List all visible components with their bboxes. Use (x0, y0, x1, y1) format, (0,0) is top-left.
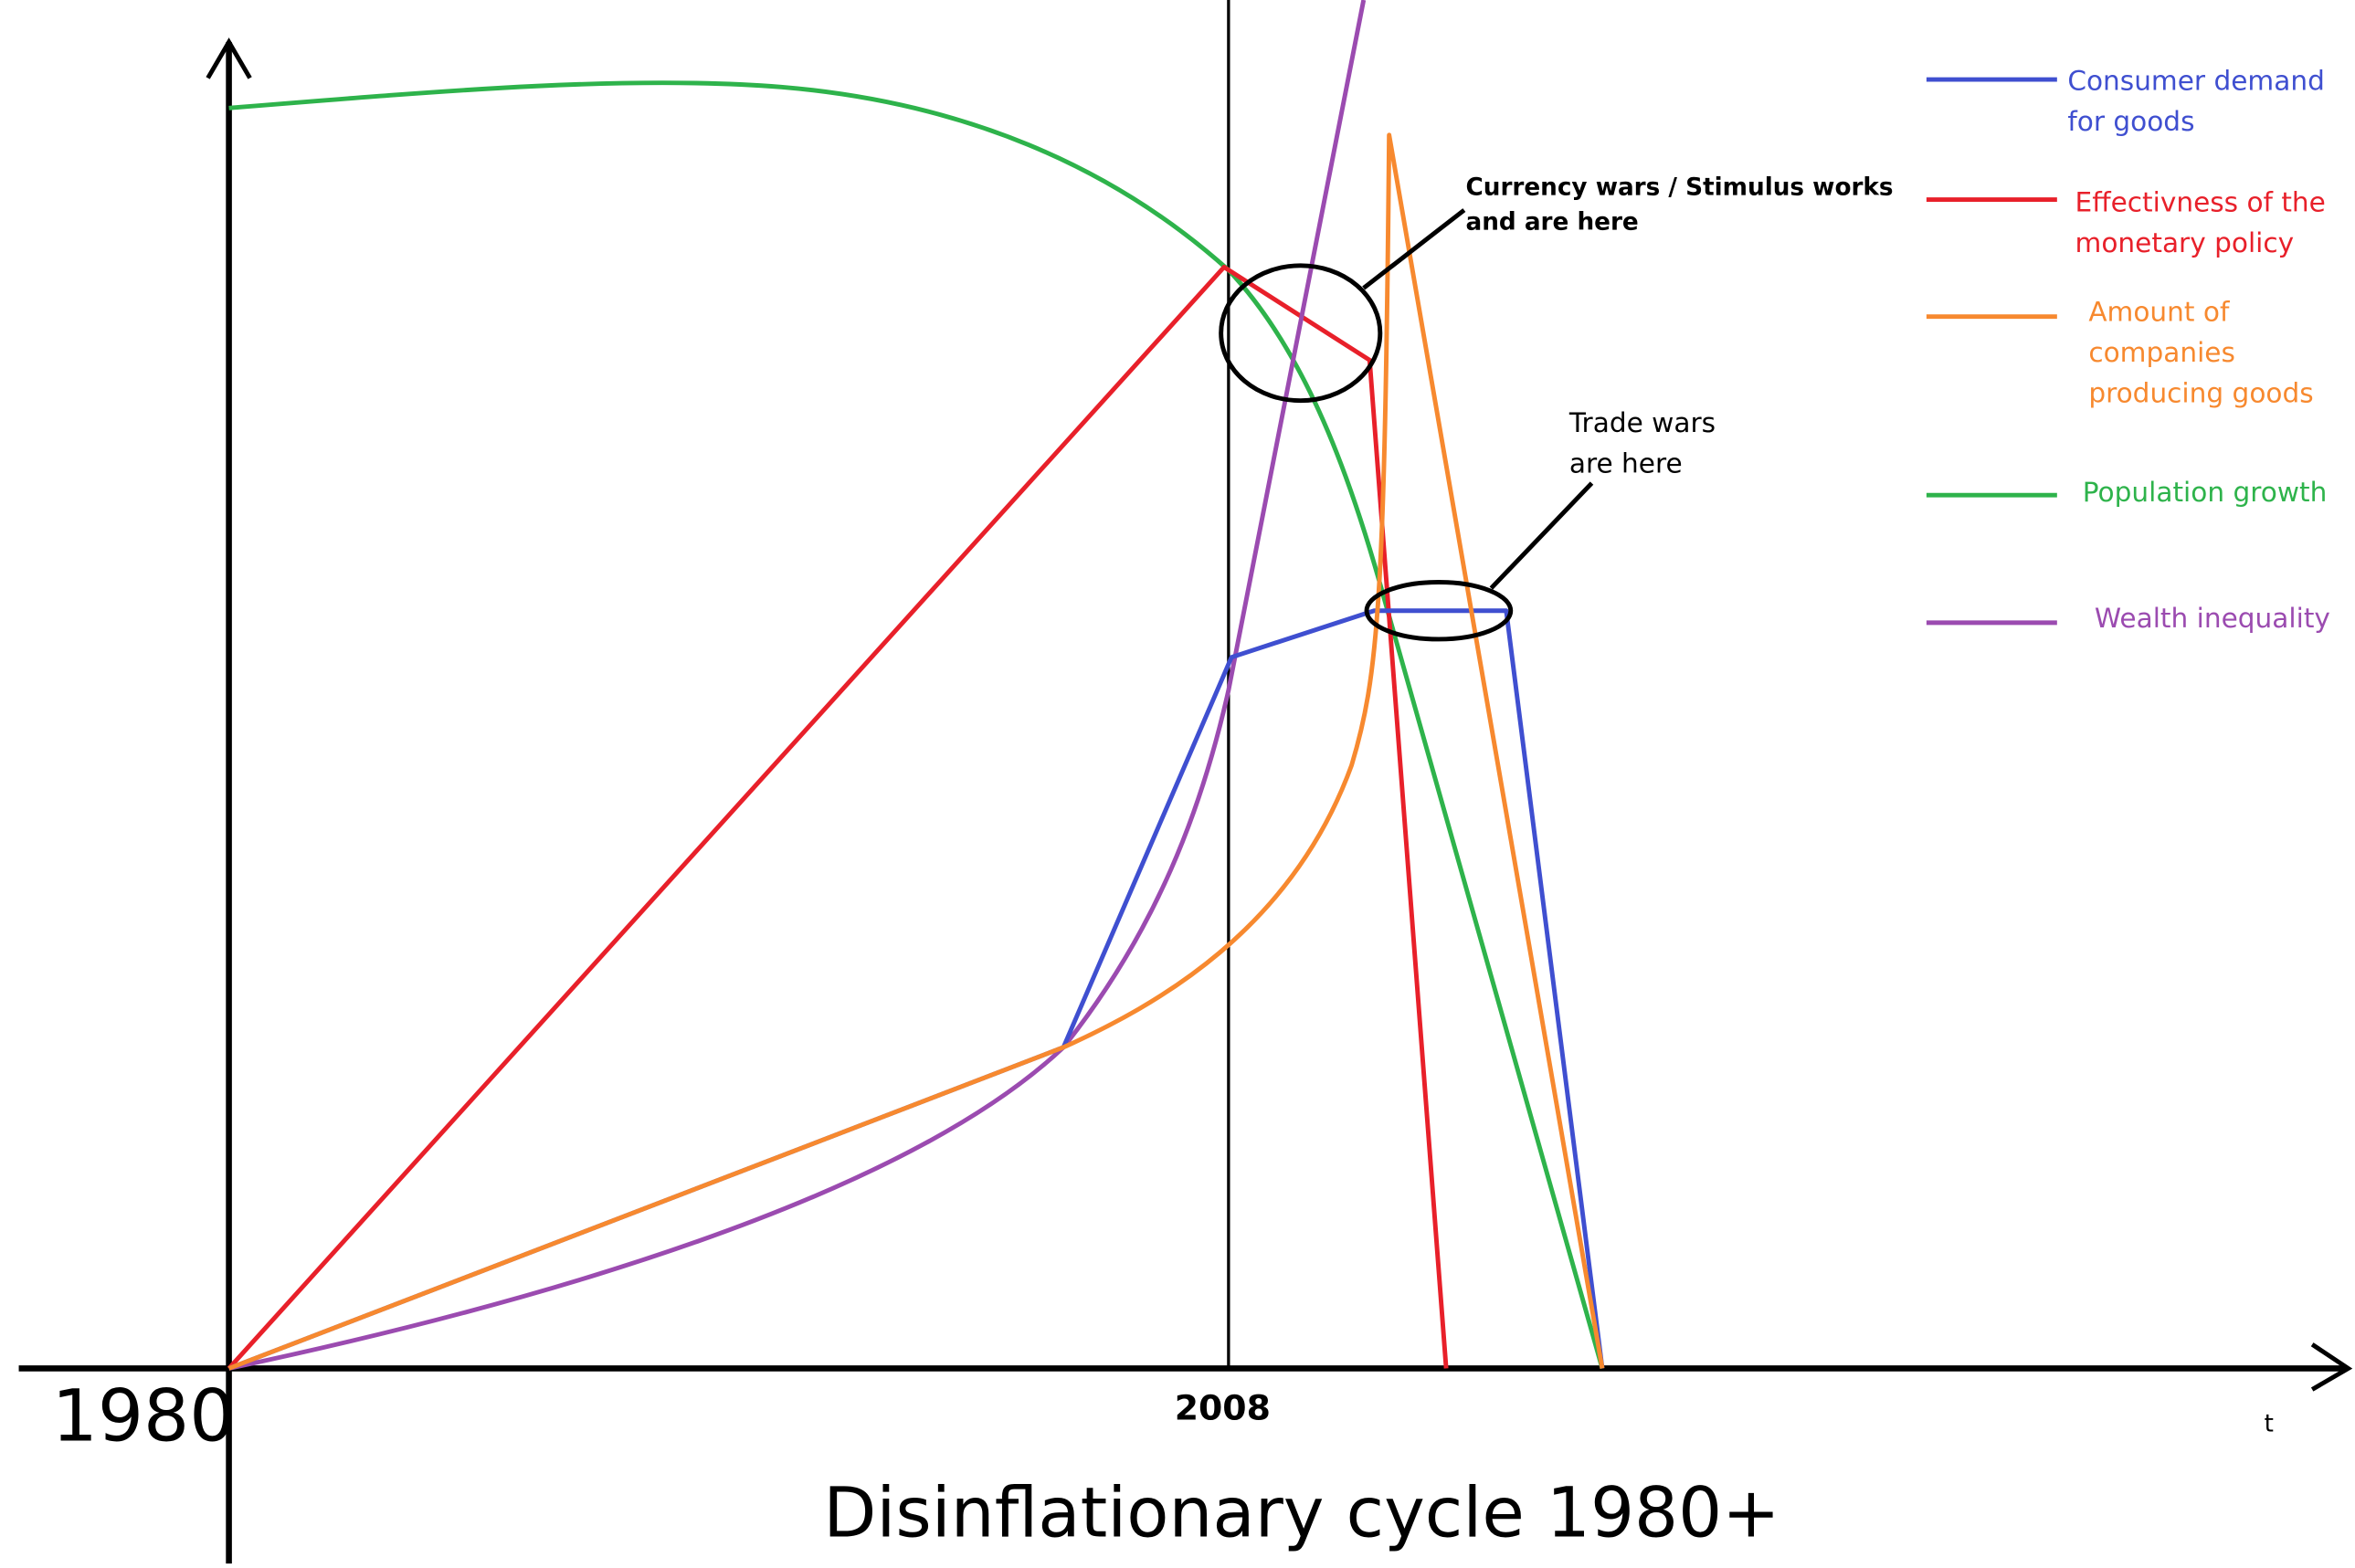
legend-text: for goods (2067, 106, 2194, 137)
annotation-text: are here (1569, 448, 1683, 479)
population-curve (228, 80, 1605, 1370)
legend-text: Population growth (2083, 477, 2328, 508)
companies-curve (227, 132, 1605, 1371)
annotation-text: Trade wars (1568, 407, 1716, 438)
inequality-curve (228, 0, 1367, 1371)
annotation-text: and are here (1465, 208, 1638, 236)
annotation-text: Currency wars / Stimulus works (1465, 174, 1893, 202)
legend: Consumer demand for goods Effectivness of … (1926, 66, 2330, 634)
monetary-curve (227, 265, 1449, 1371)
annotation-circle (1219, 263, 1383, 404)
marker-label: 2008 (1175, 1387, 1271, 1427)
x-axis-label: t (2265, 1410, 2274, 1437)
legend-text: Consumer demand (2067, 66, 2325, 97)
legend-text: producing goods (2088, 377, 2313, 408)
annotation-pointer (1362, 208, 1466, 290)
title: Disinflationary cycle 1980+ (823, 1472, 1779, 1552)
x-arrow (2310, 1342, 2353, 1392)
legend-text: Amount of (2088, 297, 2230, 328)
annotation: Currency wars / Stimulus works and are he… (1465, 174, 1893, 237)
annotation: Trade wars are here (1568, 407, 1716, 479)
annotation-circle (1364, 580, 1514, 642)
legend-text: monetary policy (2075, 227, 2295, 258)
legend-text: companies (2088, 337, 2235, 368)
annotation-pointer (1489, 481, 1594, 590)
legend-text: Wealth inequality (2095, 603, 2330, 634)
legend-text: Effectivness of the (2075, 187, 2326, 218)
y-arrow (206, 37, 252, 79)
origin-label: 1980 (52, 1373, 236, 1458)
